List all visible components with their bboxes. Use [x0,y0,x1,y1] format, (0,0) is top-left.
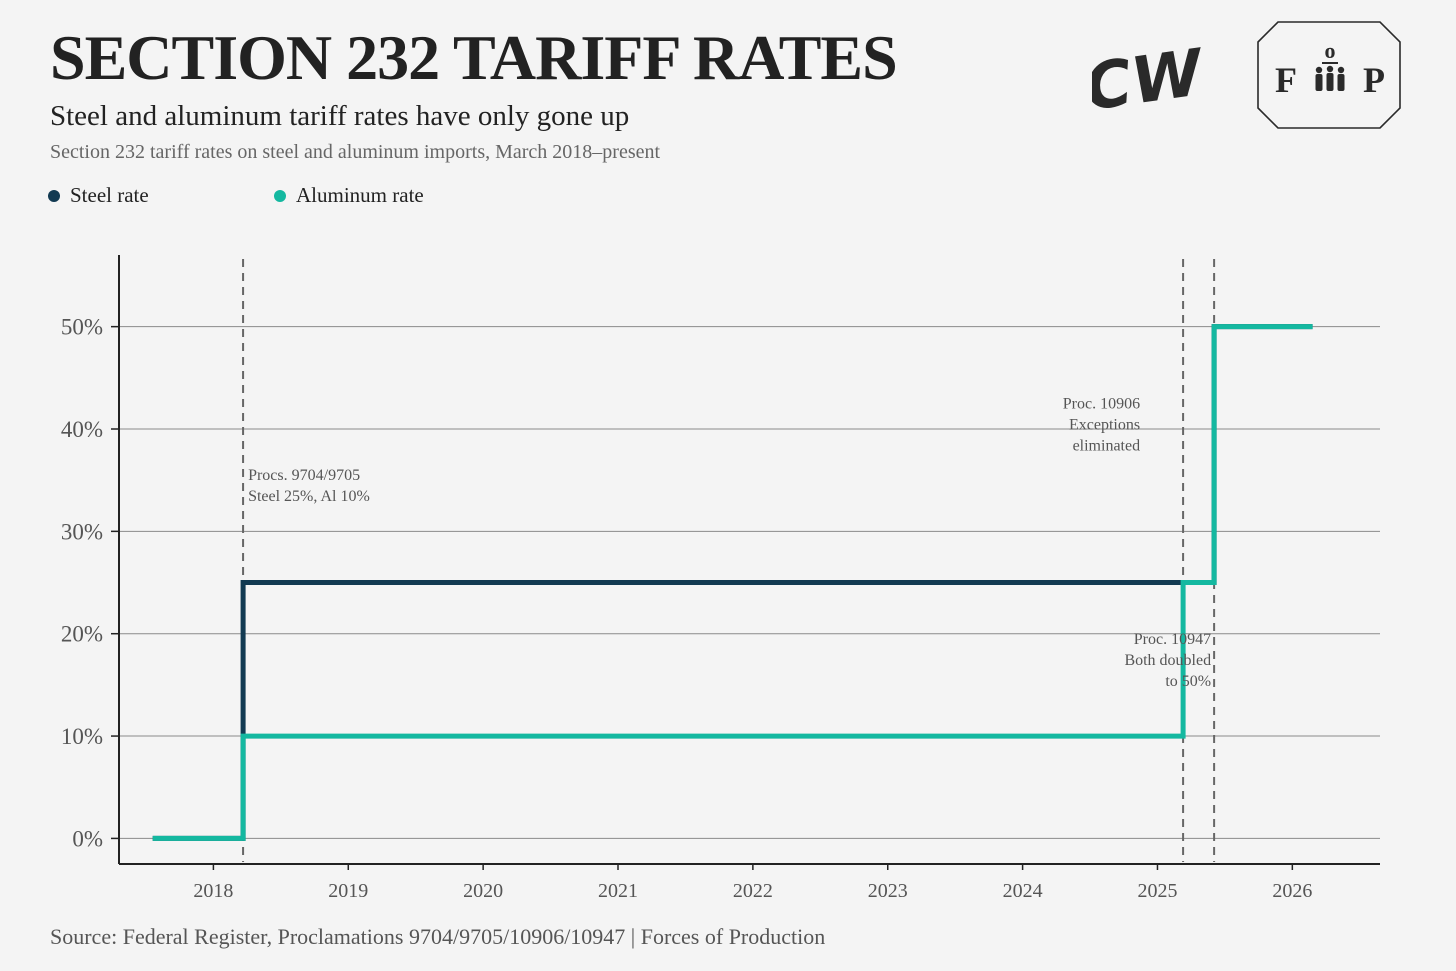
fop-logo-p: P [1363,60,1385,100]
event-annotation-1: Procs. 9704/9705 Steel 25%, Al 10% [248,467,370,505]
annotations: Procs. 9704/9705 Steel 25%, Al 10% Proc. 1… [248,396,1211,690]
y-tick-label-30: 30% [61,519,103,544]
x-tick-label-2022: 2022 [733,880,773,902]
axes [111,255,1380,870]
event-annotation-1-line-2: Steel 25%, Al 10% [248,488,370,505]
tariff-rate-chart: 0% 10% 20% 30% 40% 50% 2018 2019 2020 2021 2022 202… [61,255,1380,902]
event-annotation-3: Proc. 10947 Both doubled to 50% [1124,631,1211,690]
x-tick-label-2019: 2019 [328,880,368,902]
y-tick-label-40: 40% [61,417,103,442]
legend-swatch-steel [48,189,60,202]
chart-description: Section 232 tariff rates on steel and al… [50,141,661,163]
series-line-aluminum-rate [152,324,1313,841]
x-tick-label-2018: 2018 [193,880,233,902]
legend-swatch-aluminum [274,189,286,202]
event-annotation-2: Proc. 10906 Exceptions eliminated [1063,396,1140,455]
x-tick-label-2023: 2023 [868,880,908,902]
event-markers [242,259,1216,862]
tick-labels: 0% 10% 20% 30% 40% 50% 2018 2019 2020 2021 2022 202… [61,315,1313,902]
fop-logo: o F P [1257,21,1401,129]
x-tick-label-2026: 2026 [1272,880,1312,902]
cw-logo: CW [1092,36,1202,124]
x-tick-label-2025: 2025 [1137,880,1177,902]
y-tick-label-10: 10% [61,724,103,749]
workers-icon [1315,65,1345,91]
legend-label-aluminum: Aluminum rate [296,183,424,207]
event-annotation-3-line-1: Proc. 10947 [1134,631,1211,648]
series-lines [152,324,1313,841]
event-annotation-2-line-1: Proc. 10906 [1063,396,1140,413]
cw-logo-text: CW [1092,36,1202,124]
legend-label-steel: Steel rate [70,183,149,207]
x-tick-label-2020: 2020 [463,880,503,902]
source-note: Source: Federal Register, Proclamations … [50,924,826,949]
chart-title: SECTION 232 TARIFF RATES [50,22,898,93]
fop-logo-f: F [1275,60,1297,100]
event-annotation-3-line-2: Both doubled [1124,652,1211,669]
x-tick-label-2021: 2021 [598,880,638,902]
y-tick-label-50: 50% [61,315,103,340]
event-annotation-3-line-3: to 50% [1165,673,1211,690]
legend-item-steel: Steel rate [48,183,149,208]
fop-logo-o: o [1325,38,1336,63]
legend-item-aluminum: Aluminum rate [274,183,424,208]
chart-subtitle: Steel and aluminum tariff rates have onl… [50,100,630,132]
event-annotation-2-line-3: eliminated [1073,438,1141,455]
event-annotation-1-line-1: Procs. 9704/9705 [248,467,360,484]
x-tick-label-2024: 2024 [1003,880,1043,902]
y-tick-label-20: 20% [61,622,103,647]
event-annotation-2-line-2: Exceptions [1069,417,1140,434]
y-tick-label-0: 0% [72,826,103,851]
